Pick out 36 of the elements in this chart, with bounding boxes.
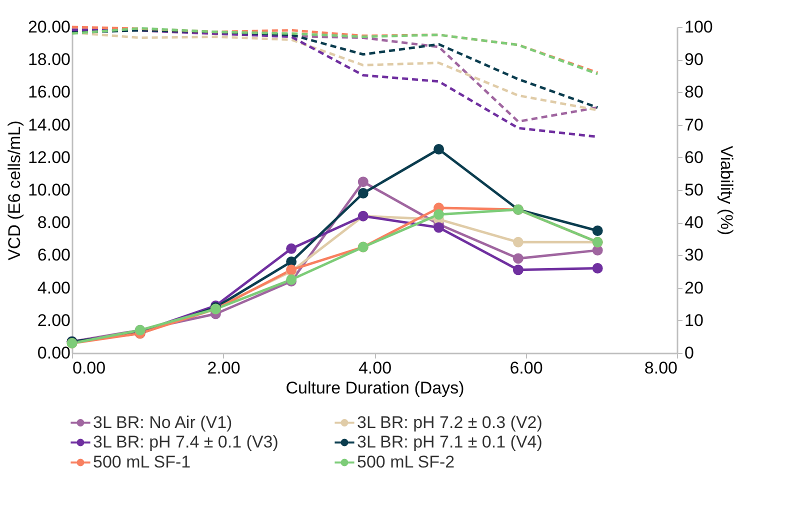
y-tick-label: 8.00 (37, 213, 70, 232)
y-tick-label: 20.00 (28, 18, 70, 36)
x-tick-label: 6.00 (510, 358, 543, 378)
y-tick-label: 4.00 (37, 278, 70, 298)
y2-tick-label: 90 (684, 50, 704, 70)
y2-tick-label: 20 (684, 278, 704, 298)
x-axis-title: Culture Duration (Days) (286, 378, 464, 398)
y2-tick-label: 40 (684, 213, 704, 232)
y2-tick-label: 100 (684, 18, 713, 36)
legend-label: 3L BR: pH 7.2 ± 0.3 (V2) (357, 412, 542, 432)
y-tick-label: 10.00 (28, 180, 70, 200)
x-tick-label: 2.00 (207, 358, 240, 378)
y-tick-label: 18.00 (28, 50, 70, 70)
y-tick-label: 0.00 (37, 344, 70, 362)
y2-tick-label: 10 (684, 310, 704, 330)
y-tick-label: 16.00 (28, 82, 70, 102)
y2-tick-label: 70 (684, 115, 704, 134)
y-tick-label: 12.00 (28, 148, 70, 167)
y2-tick-label: 50 (684, 180, 704, 200)
y-tick-label: 14.00 (28, 115, 70, 134)
y2-tick-label: 60 (684, 148, 704, 167)
legend-label: 3L BR: pH 7.4 ± 0.1 (V3) (93, 432, 278, 452)
y2-axis-title: Viability (%) (716, 146, 736, 236)
legend-label: 500 mL SF-1 (93, 452, 191, 472)
y2-tick-label: 30 (684, 246, 704, 265)
y2-tick-label: 0 (684, 344, 694, 362)
legend-label: 3L BR: pH 7.1 ± 0.1 (V4) (357, 432, 542, 452)
x-tick-label: 0.00 (72, 358, 106, 378)
x-tick-label: 8.00 (644, 358, 678, 378)
y-tick-label: 2.00 (37, 310, 70, 330)
y-tick-label: 6.00 (37, 246, 70, 265)
x-tick-label: 4.00 (358, 358, 392, 378)
y2-tick-label: 80 (684, 82, 704, 102)
legend-label: 500 mL SF-2 (357, 452, 455, 472)
y-axis-title: VCD (E6 cells/mL) (4, 120, 24, 260)
legend-label: 3L BR: No Air (V1) (93, 412, 232, 432)
